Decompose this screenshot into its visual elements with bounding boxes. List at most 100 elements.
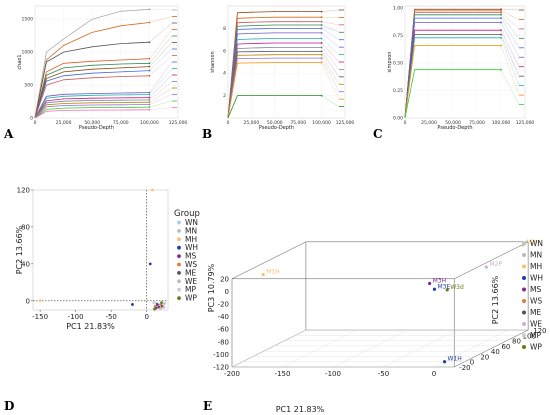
series-line (34, 92, 150, 119)
legend-marker (522, 287, 526, 292)
data-point (432, 287, 437, 291)
y-tick-label: 40 (21, 260, 30, 268)
panel-letter-a: A (3, 127, 14, 141)
legend-connector (149, 35, 173, 64)
box-edge (454, 241, 529, 280)
y-tick-label: -40 (218, 313, 229, 321)
legend-marker (177, 287, 181, 292)
point-label: M1H (266, 269, 280, 276)
data-point (160, 301, 164, 305)
data-point (158, 307, 162, 311)
x-tick-label: 0 (34, 120, 37, 126)
series-line (404, 45, 501, 119)
legend-label: WH (185, 243, 198, 252)
data-point (261, 272, 265, 277)
series-line (34, 58, 150, 119)
chao1-rarefaction-chart: 0 25,000 50,000 75,000 100,000 125,000 0 500 100… (17, 5, 188, 131)
y-tick-label: 2 (223, 93, 226, 99)
series-line (34, 104, 150, 119)
legend-connector (321, 95, 340, 107)
legend-connector (149, 74, 173, 98)
x-tick-label: 0 (227, 120, 230, 126)
series-line (34, 97, 150, 119)
x-axis-title: PC1 21.83% (66, 322, 115, 331)
series-line (227, 42, 322, 119)
data-point (152, 301, 156, 305)
x-tick-label: 75,000 (113, 120, 129, 126)
simpson-rarefaction-chart: 0 25,000 50,000 75,000 100,000 125,000 0.00 0.2… (387, 6, 534, 131)
legend-label: ME (530, 308, 541, 317)
y-tick-label: 80 (21, 223, 30, 231)
series-end-point (320, 61, 323, 64)
legend-connector (500, 45, 520, 96)
point-label: M3E (437, 283, 450, 290)
data-point (131, 303, 134, 306)
legend-connector (321, 28, 340, 40)
point-label: M2H (526, 239, 540, 246)
series-end-point (500, 36, 502, 39)
y-tick-label: -80 (218, 338, 229, 346)
legend-connector (149, 107, 173, 110)
y-axis-title: simpson (387, 52, 393, 73)
series-line (227, 95, 322, 119)
legend-marker (177, 237, 181, 242)
legend-label: WE (530, 320, 542, 329)
y-tick-label: 120 (17, 187, 30, 195)
y-tick-label: 500 (24, 83, 33, 89)
legend-connector (500, 34, 520, 77)
x-tick-label: 25,000 (421, 120, 437, 126)
legend-connector (149, 87, 173, 103)
x-axis-title: PC1 21.83% (276, 405, 325, 414)
legend-label: MP (185, 285, 196, 294)
legend-marker (522, 345, 526, 349)
data-point (148, 262, 152, 266)
z-tick-label: 0 (470, 359, 474, 367)
floor-gridline (433, 329, 509, 368)
y-tick-label: 1.00 (393, 6, 403, 12)
series-line (227, 11, 322, 119)
data-point (150, 188, 154, 192)
legend-connector (149, 42, 173, 67)
legend-label: MH (530, 262, 542, 271)
panel-letter-d: D (4, 399, 14, 413)
legend-label: MN (185, 226, 197, 235)
legend-label: MS (530, 285, 541, 294)
x-tick-label: -150 (275, 370, 291, 378)
legend-title: Group (174, 209, 200, 219)
x-tick-label: -50 (378, 370, 389, 378)
data-point (163, 302, 166, 305)
x-tick-label: 125,000 (336, 120, 355, 126)
y-tick-label: 0 (26, 297, 30, 305)
data-point (442, 360, 447, 364)
y-tick-label: -60 (218, 326, 229, 334)
x-tick-label: 25,000 (56, 120, 72, 126)
y-axis-title: shannon (210, 51, 216, 72)
x-tick-label: 100,000 (312, 120, 331, 126)
legend-connector (149, 29, 173, 59)
legend-label: WN (530, 239, 543, 248)
legend-connector (149, 48, 173, 71)
legend-connector (500, 37, 520, 86)
x-axis-title: Pseudo-Depth (437, 125, 472, 131)
legend-marker (177, 271, 181, 275)
series-line (227, 38, 322, 119)
legend-label: WS (185, 260, 197, 269)
plot-area (32, 189, 169, 311)
x-tick-label: 100,000 (140, 120, 159, 126)
floor-gridline (231, 329, 307, 368)
legend-label: WS (530, 297, 542, 306)
x-tick-label: 75,000 (469, 120, 485, 126)
panel-letter-e: E (203, 399, 212, 413)
legend-connector (321, 21, 340, 26)
y-tick-label: 0.75 (393, 33, 403, 39)
x-tick-label: 125,000 (169, 120, 188, 126)
series-line (34, 75, 150, 119)
panel-letter-c: C (373, 127, 383, 141)
legend-connector (149, 81, 173, 100)
legend-marker (177, 279, 181, 284)
y-tick-label: 0 (225, 288, 229, 296)
legend-connector (321, 32, 340, 48)
legend-marker (522, 310, 526, 315)
legend-marker (177, 220, 181, 225)
